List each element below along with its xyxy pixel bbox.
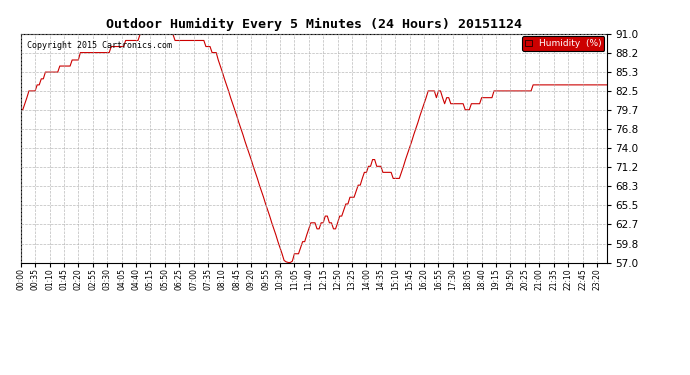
Text: Copyright 2015 Cartronics.com: Copyright 2015 Cartronics.com bbox=[26, 40, 172, 50]
Title: Outdoor Humidity Every 5 Minutes (24 Hours) 20151124: Outdoor Humidity Every 5 Minutes (24 Hou… bbox=[106, 18, 522, 31]
Legend: Humidity  (%): Humidity (%) bbox=[522, 36, 604, 51]
